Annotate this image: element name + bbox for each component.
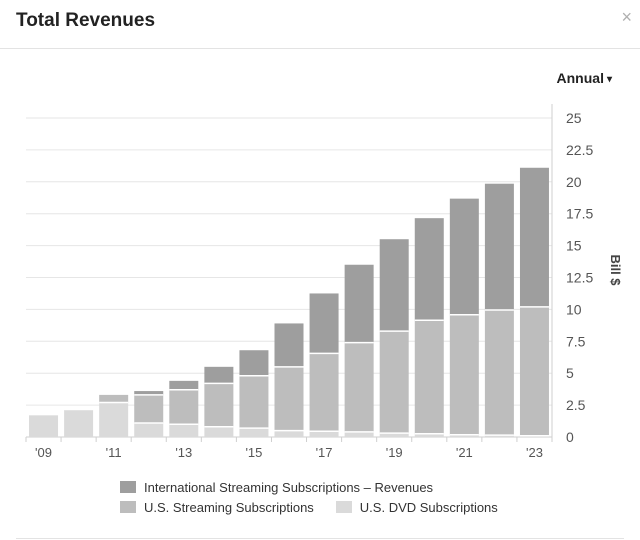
bar-segment bbox=[519, 167, 549, 307]
legend-swatch bbox=[120, 501, 136, 513]
bar-segment bbox=[484, 310, 514, 436]
y-tick-label: 10 bbox=[566, 301, 582, 317]
legend-label: U.S. Streaming Subscriptions bbox=[144, 499, 314, 515]
y-tick-label: 7.5 bbox=[566, 333, 586, 349]
bar-segment bbox=[239, 375, 269, 429]
legend-item: U.S. DVD Subscriptions bbox=[335, 499, 498, 515]
bar-segment bbox=[414, 320, 444, 434]
legend-row: U.S. Streaming Subscriptions U.S. DVD Sub… bbox=[120, 497, 580, 517]
bar-segment bbox=[134, 394, 164, 423]
bar-segment bbox=[379, 433, 409, 437]
bar-segment bbox=[449, 198, 479, 315]
bar-segment bbox=[274, 323, 304, 367]
y-tick-label: 12.5 bbox=[566, 270, 593, 286]
x-tick-label: '17 bbox=[316, 445, 333, 460]
bar-segment bbox=[169, 380, 199, 390]
panel-title: Total Revenues bbox=[16, 10, 156, 31]
panel-header: Total Revenues × bbox=[0, 0, 640, 49]
y-tick-label: 0 bbox=[566, 429, 574, 445]
bar-segment bbox=[134, 391, 164, 395]
legend-item: International Streaming Subscriptions – … bbox=[120, 480, 433, 495]
x-tick-label: '09 bbox=[35, 445, 52, 460]
bar-segment bbox=[309, 431, 339, 437]
legend-swatch bbox=[335, 501, 352, 513]
bar-segment bbox=[169, 389, 199, 425]
period-dropdown[interactable]: Annual ▾ bbox=[557, 70, 612, 86]
chevron-down-icon: ▾ bbox=[606, 74, 612, 85]
legend-swatch bbox=[120, 481, 136, 493]
bar-segment bbox=[484, 183, 514, 311]
bar-segment bbox=[204, 366, 234, 384]
x-tick-label: '11 bbox=[106, 445, 122, 460]
bar-segment bbox=[484, 435, 514, 437]
y-tick-label: 5 bbox=[566, 365, 574, 381]
y-tick-label: 22.5 bbox=[566, 142, 593, 158]
y-tick-label: 2.5 bbox=[566, 397, 586, 413]
bar-segment bbox=[344, 431, 374, 437]
bar-segment bbox=[29, 415, 59, 437]
bar-segment bbox=[379, 239, 409, 332]
legend-label: International Streaming Subscriptions – … bbox=[144, 479, 434, 495]
bar-segment bbox=[64, 410, 94, 437]
y-tick-label: 20 bbox=[566, 174, 582, 190]
bar-segment bbox=[344, 264, 374, 343]
bar-segment bbox=[99, 402, 129, 437]
bar-segment bbox=[134, 422, 164, 437]
bar-segment bbox=[274, 366, 304, 431]
y-tick-label: 15 bbox=[566, 238, 582, 254]
x-tick-label: '15 bbox=[245, 445, 262, 460]
bar-segment bbox=[379, 331, 409, 434]
legend-row: International Streaming Subscriptions – … bbox=[120, 477, 580, 497]
bar-segment bbox=[169, 424, 199, 437]
y-tick-label: 17.5 bbox=[566, 206, 593, 222]
bar-segment bbox=[309, 293, 339, 354]
bar-segment bbox=[519, 306, 549, 436]
bar-segment bbox=[99, 394, 129, 403]
footer-divider bbox=[16, 538, 624, 539]
bar-segment bbox=[309, 353, 339, 432]
y-tick-label: 25 bbox=[566, 110, 582, 126]
bar-segment bbox=[449, 314, 479, 435]
bar-segment bbox=[414, 218, 444, 321]
bar-segment bbox=[239, 428, 269, 437]
bar-segment bbox=[204, 426, 234, 437]
x-tick-label: '19 bbox=[386, 445, 403, 460]
close-icon[interactable]: × bbox=[621, 7, 632, 27]
bar-segment bbox=[239, 350, 269, 376]
bar-segment bbox=[414, 433, 444, 437]
legend-item: U.S. Streaming Subscriptions bbox=[120, 500, 314, 515]
bar-segment bbox=[274, 430, 304, 437]
x-tick-label: '23 bbox=[526, 445, 543, 460]
chart-legend: International Streaming Subscriptions – … bbox=[120, 477, 580, 517]
bar-segment bbox=[449, 434, 479, 437]
revenue-chart: 25 22.5 20 17.5 15 12.5 10 7.5 5 2.5 0 '09 '11 '13 '15… bbox=[25, 104, 623, 460]
x-tick-label: '21 bbox=[456, 445, 473, 460]
y-axis-title: Bill $ bbox=[608, 254, 623, 286]
period-label: Annual bbox=[556, 70, 604, 86]
x-tick-label: '13 bbox=[175, 445, 192, 460]
legend-label: U.S. DVD Subscriptions bbox=[359, 499, 498, 515]
bar-segment bbox=[344, 342, 374, 432]
bar-segment bbox=[204, 383, 234, 427]
